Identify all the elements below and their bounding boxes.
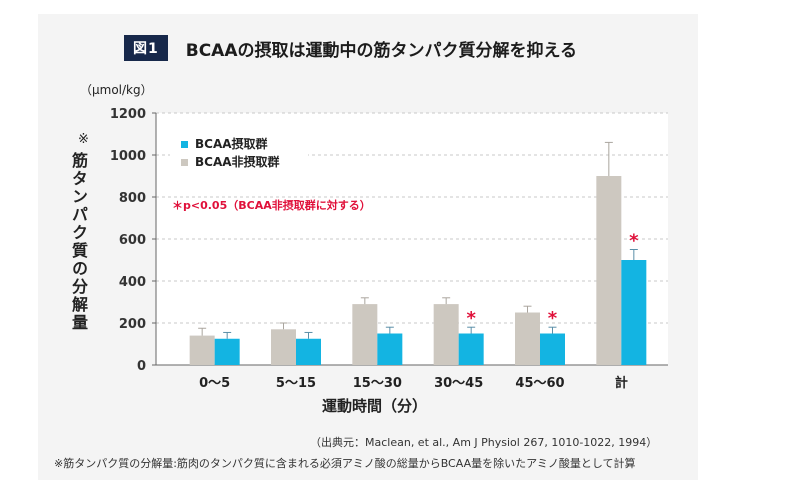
bar-non-bcaa — [515, 312, 540, 365]
significance-note: ＊p<0.05（BCAA非摂取群に対する） — [172, 198, 371, 212]
y-tick-label: 1000 — [110, 149, 146, 164]
legend-swatch-bcaa — [181, 141, 188, 148]
y-axis-unit: （μmol/kg） — [80, 83, 153, 97]
bar-bcaa — [621, 260, 647, 365]
y-tick-label: 0 — [137, 359, 146, 374]
bar-non-bcaa — [596, 176, 622, 365]
x-category-label: 30〜45 — [434, 376, 483, 391]
bar-non-bcaa — [271, 329, 296, 365]
bar-non-bcaa — [189, 335, 215, 365]
x-category-label: 計 — [615, 375, 628, 391]
footnote: ※筋タンパク質の分解量:筋肉のタンパク質に含まれる必須アミノ酸の総量からBCAA… — [54, 457, 636, 470]
y-axis-note-mark: ※ — [78, 132, 89, 147]
significance-star: * — [466, 308, 476, 329]
y-tick-label: 600 — [119, 233, 146, 248]
legend-box — [170, 126, 308, 174]
legend-swatch-non-bcaa — [181, 159, 188, 166]
source-citation: （出典元：Maclean, et al., Am J Physiol 267, … — [310, 436, 658, 449]
y-tick-label: 1200 — [110, 107, 146, 122]
y-axis-label: 筋タンパク質の分解量 — [69, 152, 88, 332]
x-category-label: 45〜60 — [515, 376, 564, 391]
x-category-label: 15〜30 — [353, 376, 402, 391]
figure-badge: 図1 — [124, 35, 168, 61]
bars: * * * — [189, 141, 647, 365]
y-tick-label: 200 — [119, 317, 146, 332]
legend: BCAA摂取群 BCAA非摂取群 — [170, 126, 308, 174]
bar-bcaa — [458, 333, 484, 365]
tick-labels: 0 200 400 600 800 1000 1200 0〜5 5〜15 15〜30 30〜45 45… — [110, 107, 628, 391]
figure-title: BCAAの摂取は運動中の筋タンパク質分解を抑える — [185, 40, 577, 61]
x-axis-label: 運動時間（分） — [322, 397, 428, 415]
figure-header: 図1 BCAAの摂取は運動中の筋タンパク質分解を抑える — [124, 35, 577, 61]
axes — [152, 112, 668, 366]
legend-label-non-bcaa: BCAA非摂取群 — [195, 154, 280, 169]
bar-non-bcaa — [352, 304, 378, 365]
x-category-label: 0〜5 — [199, 376, 230, 391]
significance-star: * — [548, 308, 558, 329]
bar-bcaa — [540, 333, 565, 365]
y-tick-label: 800 — [119, 191, 146, 206]
bar-bcaa — [377, 333, 403, 365]
significance-star: * — [629, 231, 639, 252]
y-tick-label: 400 — [119, 275, 146, 290]
bar-bcaa — [296, 338, 321, 365]
legend-label-bcaa: BCAA摂取群 — [195, 136, 268, 151]
bar-bcaa — [214, 338, 240, 365]
bar-non-bcaa — [433, 304, 459, 365]
x-category-label: 5〜15 — [276, 376, 316, 391]
